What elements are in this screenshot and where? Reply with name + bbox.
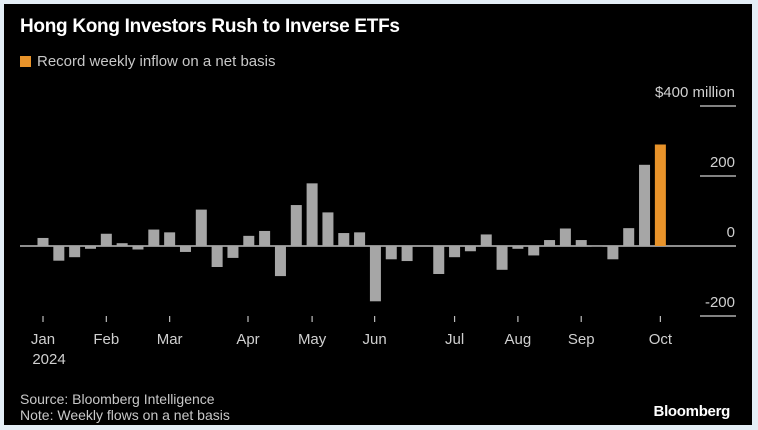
bar	[512, 246, 524, 249]
chart-title: Hong Kong Investors Rush to Inverse ETFs	[20, 16, 400, 37]
x-tick-label: Mar	[157, 331, 183, 348]
bar	[116, 243, 128, 246]
bar	[607, 246, 619, 260]
bar	[243, 235, 255, 246]
bar	[100, 233, 112, 246]
bar	[37, 237, 49, 246]
bar	[559, 228, 571, 246]
x-tick-label: Aug	[505, 331, 532, 348]
bar	[227, 246, 239, 258]
bar	[623, 228, 635, 246]
bar	[480, 234, 492, 246]
bar	[195, 209, 207, 246]
bar	[290, 205, 302, 246]
bloomberg-logo: Bloomberg	[653, 403, 731, 420]
bar	[369, 246, 381, 302]
bar	[322, 212, 334, 246]
bar	[496, 246, 508, 270]
chart-panel	[4, 4, 752, 425]
bar	[575, 240, 587, 246]
bar	[433, 246, 445, 274]
bar	[338, 233, 350, 246]
bar	[179, 246, 191, 252]
bar	[654, 144, 666, 246]
bar	[639, 164, 651, 246]
bar	[464, 246, 476, 252]
y-tick-label: 200	[710, 154, 735, 171]
x-tick-label: Jan	[31, 331, 55, 348]
footnote: Note: Weekly flows on a net basis	[20, 407, 230, 423]
x-tick-label: Feb	[93, 331, 119, 348]
bar	[84, 246, 96, 249]
bar	[148, 229, 160, 246]
bar	[401, 246, 413, 262]
bar	[354, 232, 366, 246]
source-note: Source: Bloomberg Intelligence	[20, 391, 215, 407]
bar	[259, 230, 271, 246]
legend-label: Record weekly inflow on a net basis	[37, 53, 276, 70]
y-tick-label: -200	[705, 294, 735, 311]
x-tick-label: Apr	[236, 331, 259, 348]
bar	[449, 246, 461, 258]
bar	[385, 246, 397, 260]
x-year-label: 2024	[32, 351, 65, 368]
y-tick-label: 0	[727, 224, 735, 241]
x-tick-label: May	[298, 331, 327, 348]
bar	[164, 232, 176, 246]
bar	[591, 246, 603, 247]
bar	[132, 246, 144, 250]
bar	[53, 246, 65, 261]
x-tick-label: Jul	[445, 331, 464, 348]
bar	[69, 246, 81, 258]
bar	[544, 240, 556, 246]
bar	[274, 246, 286, 277]
bar	[417, 245, 429, 246]
x-tick-label: Sep	[568, 331, 595, 348]
bar	[528, 246, 540, 256]
bar	[211, 246, 223, 267]
y-tick-label: $400 million	[655, 84, 735, 101]
bar	[306, 183, 318, 246]
legend: Record weekly inflow on a net basis	[20, 53, 275, 70]
legend-swatch	[20, 56, 31, 67]
x-tick-label: Jun	[363, 331, 387, 348]
x-tick-label: Oct	[649, 331, 673, 348]
